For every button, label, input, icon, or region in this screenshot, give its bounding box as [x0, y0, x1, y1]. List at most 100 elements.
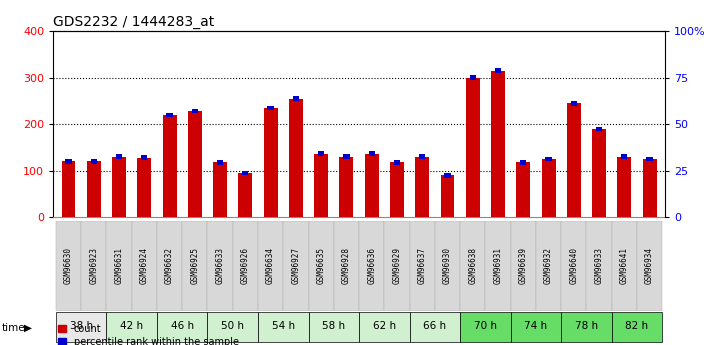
Bar [419, 155, 425, 159]
Bar [567, 103, 581, 217]
Bar [410, 312, 460, 342]
Text: 54 h: 54 h [272, 321, 295, 331]
Bar [258, 312, 309, 342]
Bar [545, 157, 552, 161]
Text: GSM96930: GSM96930 [443, 247, 452, 284]
Text: GSM96636: GSM96636 [367, 247, 376, 284]
Legend: count, percentile rank within the sample: count, percentile rank within the sample [58, 324, 239, 345]
Bar [208, 312, 258, 342]
Bar [592, 129, 606, 217]
Bar [137, 158, 151, 217]
Text: GSM96928: GSM96928 [342, 247, 351, 284]
Text: GSM96630: GSM96630 [64, 247, 73, 284]
Bar [314, 154, 328, 217]
Bar [365, 154, 379, 217]
Bar [166, 112, 173, 117]
Bar [132, 221, 157, 310]
Text: GSM96634: GSM96634 [266, 247, 275, 284]
Bar [359, 221, 385, 310]
Bar [107, 312, 157, 342]
Bar [87, 161, 101, 217]
Bar [637, 221, 662, 310]
Bar [587, 221, 611, 310]
Text: GSM96635: GSM96635 [316, 247, 326, 284]
Text: 62 h: 62 h [373, 321, 396, 331]
Text: GSM96933: GSM96933 [594, 247, 604, 284]
Text: 46 h: 46 h [171, 321, 194, 331]
Bar [309, 312, 359, 342]
Bar [343, 155, 350, 159]
Bar [621, 155, 628, 159]
Text: GSM96923: GSM96923 [90, 247, 98, 284]
Text: GSM96637: GSM96637 [418, 247, 427, 284]
Bar [56, 221, 81, 310]
Bar [536, 221, 561, 310]
Bar [208, 221, 232, 310]
Bar [163, 115, 176, 217]
Bar [116, 155, 122, 159]
Bar [510, 312, 561, 342]
Text: GSM96934: GSM96934 [645, 247, 654, 284]
Bar [435, 221, 460, 310]
Text: 78 h: 78 h [575, 321, 598, 331]
Bar [90, 159, 97, 164]
Text: 70 h: 70 h [474, 321, 497, 331]
Bar [611, 221, 637, 310]
Bar [643, 159, 656, 217]
Bar [561, 221, 587, 310]
Bar [258, 221, 283, 310]
Bar [283, 221, 309, 310]
Bar [520, 160, 526, 165]
Text: GSM96924: GSM96924 [140, 247, 149, 284]
Bar [293, 96, 299, 101]
Bar [510, 221, 536, 310]
Bar [213, 162, 227, 217]
Text: GSM96631: GSM96631 [114, 247, 124, 284]
Text: 42 h: 42 h [120, 321, 143, 331]
Text: 82 h: 82 h [626, 321, 648, 331]
Bar [611, 312, 662, 342]
Text: 74 h: 74 h [524, 321, 547, 331]
Text: GSM96640: GSM96640 [570, 247, 578, 284]
Text: ▶: ▶ [24, 323, 32, 333]
Bar [112, 157, 126, 217]
Bar [561, 312, 611, 342]
Bar [242, 171, 248, 175]
Bar [441, 175, 454, 217]
Bar [264, 108, 277, 217]
Bar [410, 221, 435, 310]
Bar [385, 221, 410, 310]
Bar [188, 111, 202, 217]
Bar [318, 151, 324, 156]
Bar [491, 71, 505, 217]
Bar [339, 157, 353, 217]
Text: GSM96639: GSM96639 [519, 247, 528, 284]
Text: 50 h: 50 h [221, 321, 244, 331]
Bar [390, 162, 404, 217]
Bar [107, 221, 132, 310]
Bar [192, 109, 198, 114]
Text: 38 h: 38 h [70, 321, 92, 331]
Text: GSM96926: GSM96926 [241, 247, 250, 284]
Text: GSM96925: GSM96925 [191, 247, 199, 284]
Bar [238, 173, 252, 217]
Bar [542, 159, 555, 217]
Bar [368, 151, 375, 156]
Text: GSM96931: GSM96931 [493, 247, 503, 284]
Text: GSM96932: GSM96932 [544, 247, 553, 284]
Bar [394, 160, 400, 165]
Bar [141, 155, 147, 160]
Text: GSM96633: GSM96633 [215, 247, 225, 284]
Bar [157, 221, 182, 310]
Text: 66 h: 66 h [423, 321, 447, 331]
Text: GSM96641: GSM96641 [620, 247, 629, 284]
Bar [444, 173, 451, 178]
Bar [333, 221, 359, 310]
Bar [217, 160, 223, 165]
Bar [470, 75, 476, 80]
Text: GSM96638: GSM96638 [469, 247, 477, 284]
Bar [495, 68, 501, 73]
Text: GDS2232 / 1444283_at: GDS2232 / 1444283_at [53, 14, 215, 29]
Bar [65, 159, 72, 164]
Text: GSM96929: GSM96929 [392, 247, 402, 284]
